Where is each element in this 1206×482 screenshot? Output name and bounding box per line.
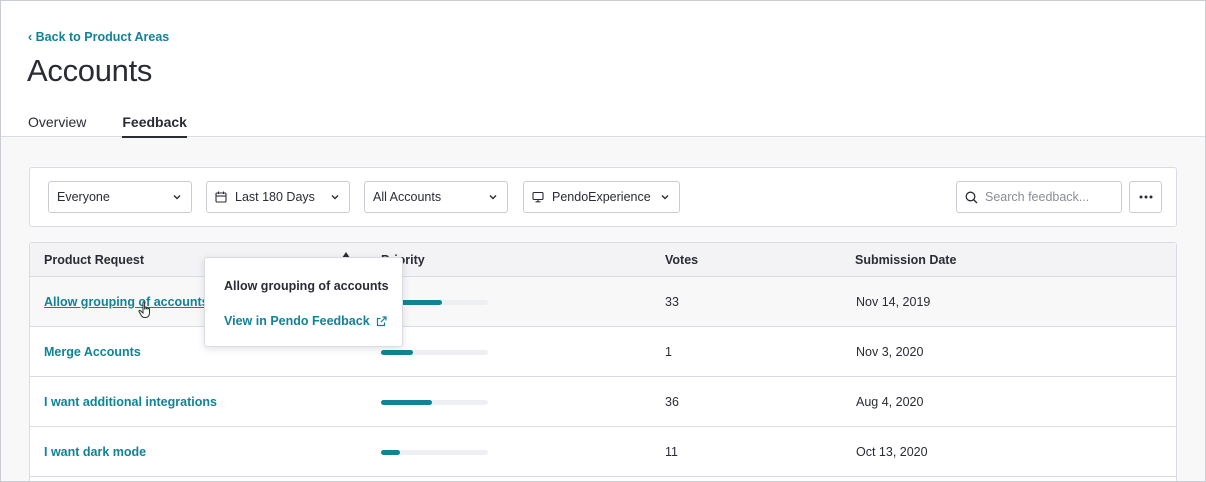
more-options-button[interactable] bbox=[1129, 181, 1162, 213]
priority-bar-fill bbox=[381, 350, 414, 355]
priority-bar bbox=[381, 350, 488, 355]
date-cell: Aug 4, 2020 bbox=[856, 395, 924, 409]
priority-bar bbox=[381, 400, 488, 405]
votes-cell: 36 bbox=[665, 395, 679, 409]
votes-cell: 1 bbox=[665, 345, 672, 359]
request-tooltip: Allow grouping of accounts View in Pendo… bbox=[204, 257, 403, 347]
audience-value: Everyone bbox=[57, 190, 110, 204]
page-title: Accounts bbox=[27, 53, 153, 88]
table-row[interactable]: Merge Accounts 1 Nov 3, 2020 bbox=[30, 327, 1176, 377]
page-header: ‹ Back to Product Areas Accounts Overvie… bbox=[1, 1, 1205, 138]
app-dropdown[interactable]: PendoExperience bbox=[523, 181, 680, 213]
date-cell: Oct 13, 2020 bbox=[856, 445, 928, 459]
column-header-product-request[interactable]: Product Request bbox=[44, 253, 145, 267]
priority-bar-fill bbox=[381, 300, 442, 305]
chevron-down-icon bbox=[489, 195, 497, 200]
chevron-down-icon bbox=[173, 195, 181, 200]
more-horizontal-icon bbox=[1139, 195, 1152, 199]
external-link-icon bbox=[376, 315, 387, 326]
sort-ascending-icon[interactable] bbox=[342, 252, 350, 258]
accounts-value: All Accounts bbox=[373, 190, 442, 204]
request-link[interactable]: I want dark mode bbox=[44, 445, 147, 459]
table-header: Product Request Priority Votes Submissio… bbox=[30, 243, 1176, 277]
back-to-product-areas-link[interactable]: ‹ Back to Product Areas bbox=[28, 30, 170, 44]
date-range-value: Last 180 Days bbox=[235, 190, 315, 204]
view-in-pendo-feedback-link[interactable]: View in Pendo Feedback bbox=[224, 314, 387, 328]
search-input[interactable] bbox=[985, 190, 1115, 204]
priority-bar-fill bbox=[381, 400, 433, 405]
votes-cell: 33 bbox=[665, 295, 679, 309]
tooltip-link-label: View in Pendo Feedback bbox=[224, 314, 370, 328]
audience-dropdown[interactable]: Everyone bbox=[48, 181, 192, 213]
table-row[interactable]: I want dark mode 11 Oct 13, 2020 bbox=[30, 427, 1176, 477]
feedback-table: Product Request Priority Votes Submissio… bbox=[29, 242, 1177, 481]
date-cell: Nov 3, 2020 bbox=[856, 345, 924, 359]
app-value: PendoExperience bbox=[552, 190, 651, 204]
hand-pointer-cursor-icon bbox=[138, 301, 150, 318]
column-header-submission-date[interactable]: Submission Date bbox=[855, 253, 957, 267]
priority-bar bbox=[381, 300, 488, 305]
table-row[interactable]: I want additional integrations 36 Aug 4,… bbox=[30, 377, 1176, 427]
tooltip-title: Allow grouping of accounts bbox=[224, 279, 389, 293]
accounts-dropdown[interactable]: All Accounts bbox=[364, 181, 508, 213]
chevron-down-icon bbox=[331, 195, 339, 200]
filter-bar: Everyone Last 180 Days All Accounts Pend… bbox=[29, 167, 1177, 227]
chevron-down-icon bbox=[661, 195, 669, 200]
search-icon bbox=[965, 191, 978, 203]
monitor-icon bbox=[532, 191, 544, 203]
tab-overview[interactable]: Overview bbox=[28, 114, 87, 130]
request-link[interactable]: Merge Accounts bbox=[44, 345, 141, 359]
search-box[interactable] bbox=[956, 181, 1122, 213]
date-cell: Nov 14, 2019 bbox=[856, 295, 931, 309]
votes-cell: 11 bbox=[665, 445, 678, 459]
request-link[interactable]: I want additional integrations bbox=[44, 395, 217, 409]
priority-bar bbox=[381, 450, 488, 455]
table-row[interactable]: Allow grouping of accounts 33 Nov 14, 20… bbox=[30, 277, 1176, 327]
request-link[interactable]: Allow grouping of accounts bbox=[44, 295, 209, 309]
tab-bar: Overview Feedback bbox=[28, 114, 223, 138]
calendar-icon bbox=[215, 191, 227, 203]
column-header-votes[interactable]: Votes bbox=[665, 253, 699, 267]
priority-bar-fill bbox=[381, 450, 401, 455]
tab-feedback[interactable]: Feedback bbox=[122, 114, 187, 138]
date-range-dropdown[interactable]: Last 180 Days bbox=[206, 181, 350, 213]
